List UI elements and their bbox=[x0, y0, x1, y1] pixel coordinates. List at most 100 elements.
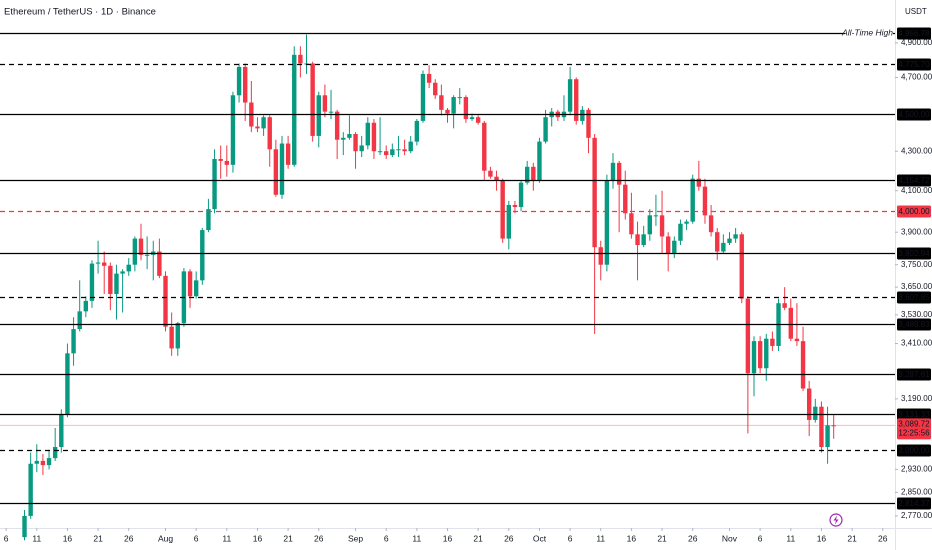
candle-body bbox=[469, 117, 475, 120]
candle-body bbox=[757, 341, 763, 369]
candle-body bbox=[586, 109, 591, 138]
candle-body bbox=[52, 447, 58, 459]
level-label: 3,131.33 bbox=[898, 410, 930, 419]
candle-body bbox=[34, 460, 39, 464]
level-label: 3,000.00 bbox=[898, 446, 930, 455]
candle-body bbox=[445, 109, 450, 114]
candle-body bbox=[623, 184, 628, 214]
candle-body bbox=[665, 236, 671, 254]
x-tick-label: 26 bbox=[504, 533, 514, 543]
level-label: 3,802.94 bbox=[898, 249, 930, 258]
candle-body bbox=[175, 323, 180, 349]
candle-body bbox=[678, 223, 683, 241]
candle-body bbox=[537, 141, 542, 181]
candle-body bbox=[322, 95, 328, 112]
candle-body bbox=[224, 160, 230, 165]
level-label-box bbox=[897, 58, 931, 71]
y-tick-label: 3,900.00 bbox=[901, 227, 932, 236]
candle-body bbox=[371, 122, 377, 152]
candle-body bbox=[71, 329, 76, 354]
candle-body bbox=[647, 215, 652, 235]
candle-body bbox=[298, 54, 303, 64]
candle-body bbox=[255, 126, 260, 129]
candle-body bbox=[567, 79, 573, 112]
alert-icon[interactable] bbox=[829, 513, 843, 527]
candle-body bbox=[120, 271, 125, 274]
candle-body bbox=[408, 141, 413, 152]
candle-body bbox=[733, 234, 738, 239]
countdown-label: 12:25:56 bbox=[898, 428, 930, 437]
x-tick-label: 26 bbox=[688, 533, 698, 543]
x-tick-label: 16 bbox=[817, 533, 827, 543]
candle-body bbox=[83, 300, 89, 312]
candle-body bbox=[347, 134, 352, 138]
candle-body bbox=[22, 515, 27, 538]
candle-body bbox=[518, 182, 524, 208]
candle-body bbox=[285, 143, 291, 165]
candle-body bbox=[316, 95, 321, 136]
y-tick-label: 4,700.00 bbox=[901, 73, 932, 82]
candle-body bbox=[243, 66, 248, 103]
candle-body bbox=[813, 406, 818, 420]
candle-body bbox=[402, 149, 407, 152]
x-tick-label: Oct bbox=[533, 533, 547, 543]
candle-body bbox=[439, 95, 444, 110]
y-tick-label: 4,900.00 bbox=[901, 38, 932, 47]
candle-body bbox=[702, 186, 708, 216]
candle-body bbox=[365, 122, 371, 146]
candle-body bbox=[292, 54, 297, 165]
x-tick-label: 21 bbox=[847, 533, 857, 543]
level-label-box bbox=[897, 247, 931, 260]
candle-body bbox=[193, 280, 199, 297]
candle-body bbox=[574, 79, 579, 121]
candle-body bbox=[383, 151, 389, 156]
candle-body bbox=[800, 341, 806, 389]
candle-body bbox=[187, 271, 193, 297]
level-label: 4,154.72 bbox=[898, 176, 930, 185]
candle-body bbox=[475, 117, 481, 123]
level-label: 3,489.83 bbox=[898, 320, 930, 329]
candle-body bbox=[715, 232, 720, 252]
candle-body bbox=[739, 234, 744, 299]
x-tick-label: 16 bbox=[63, 533, 73, 543]
candle-body bbox=[598, 247, 603, 265]
candle-body bbox=[782, 303, 787, 308]
x-tick-label: 21 bbox=[473, 533, 483, 543]
level-label: 3,287.61 bbox=[898, 370, 930, 379]
annotation-bg bbox=[845, 27, 893, 40]
x-tick-label: 16 bbox=[443, 533, 453, 543]
candle-body bbox=[629, 213, 634, 235]
candle-body bbox=[65, 353, 70, 415]
candle-body bbox=[169, 326, 174, 349]
x-tick-label: 26 bbox=[314, 533, 324, 543]
candle-body bbox=[482, 122, 487, 171]
level-label-box bbox=[897, 108, 931, 121]
candle-body bbox=[580, 109, 585, 121]
candle-body bbox=[359, 145, 364, 152]
candle-body bbox=[273, 149, 279, 195]
y-tick-label: 3,410.00 bbox=[901, 339, 932, 348]
candle-body bbox=[610, 162, 616, 181]
candle-body bbox=[46, 458, 52, 466]
candle-body bbox=[592, 137, 597, 248]
candle-body bbox=[819, 406, 824, 448]
candle-body bbox=[132, 238, 138, 265]
candle-body bbox=[531, 166, 536, 181]
level-label-box bbox=[897, 497, 931, 510]
candle-body bbox=[414, 120, 420, 142]
candle-body bbox=[721, 242, 726, 252]
candle-body bbox=[684, 221, 689, 224]
candle-body bbox=[212, 158, 217, 210]
level-label-box bbox=[897, 318, 931, 331]
y-tick-label: 2,930.00 bbox=[901, 464, 932, 473]
candle-body bbox=[163, 275, 168, 327]
candle-body bbox=[267, 117, 272, 150]
candle-body bbox=[727, 238, 732, 243]
candle-body bbox=[328, 111, 334, 113]
level-label-box bbox=[897, 205, 931, 218]
candle-body bbox=[653, 215, 659, 217]
x-tick-label: 26 bbox=[878, 533, 888, 543]
level-label-box bbox=[897, 27, 931, 40]
